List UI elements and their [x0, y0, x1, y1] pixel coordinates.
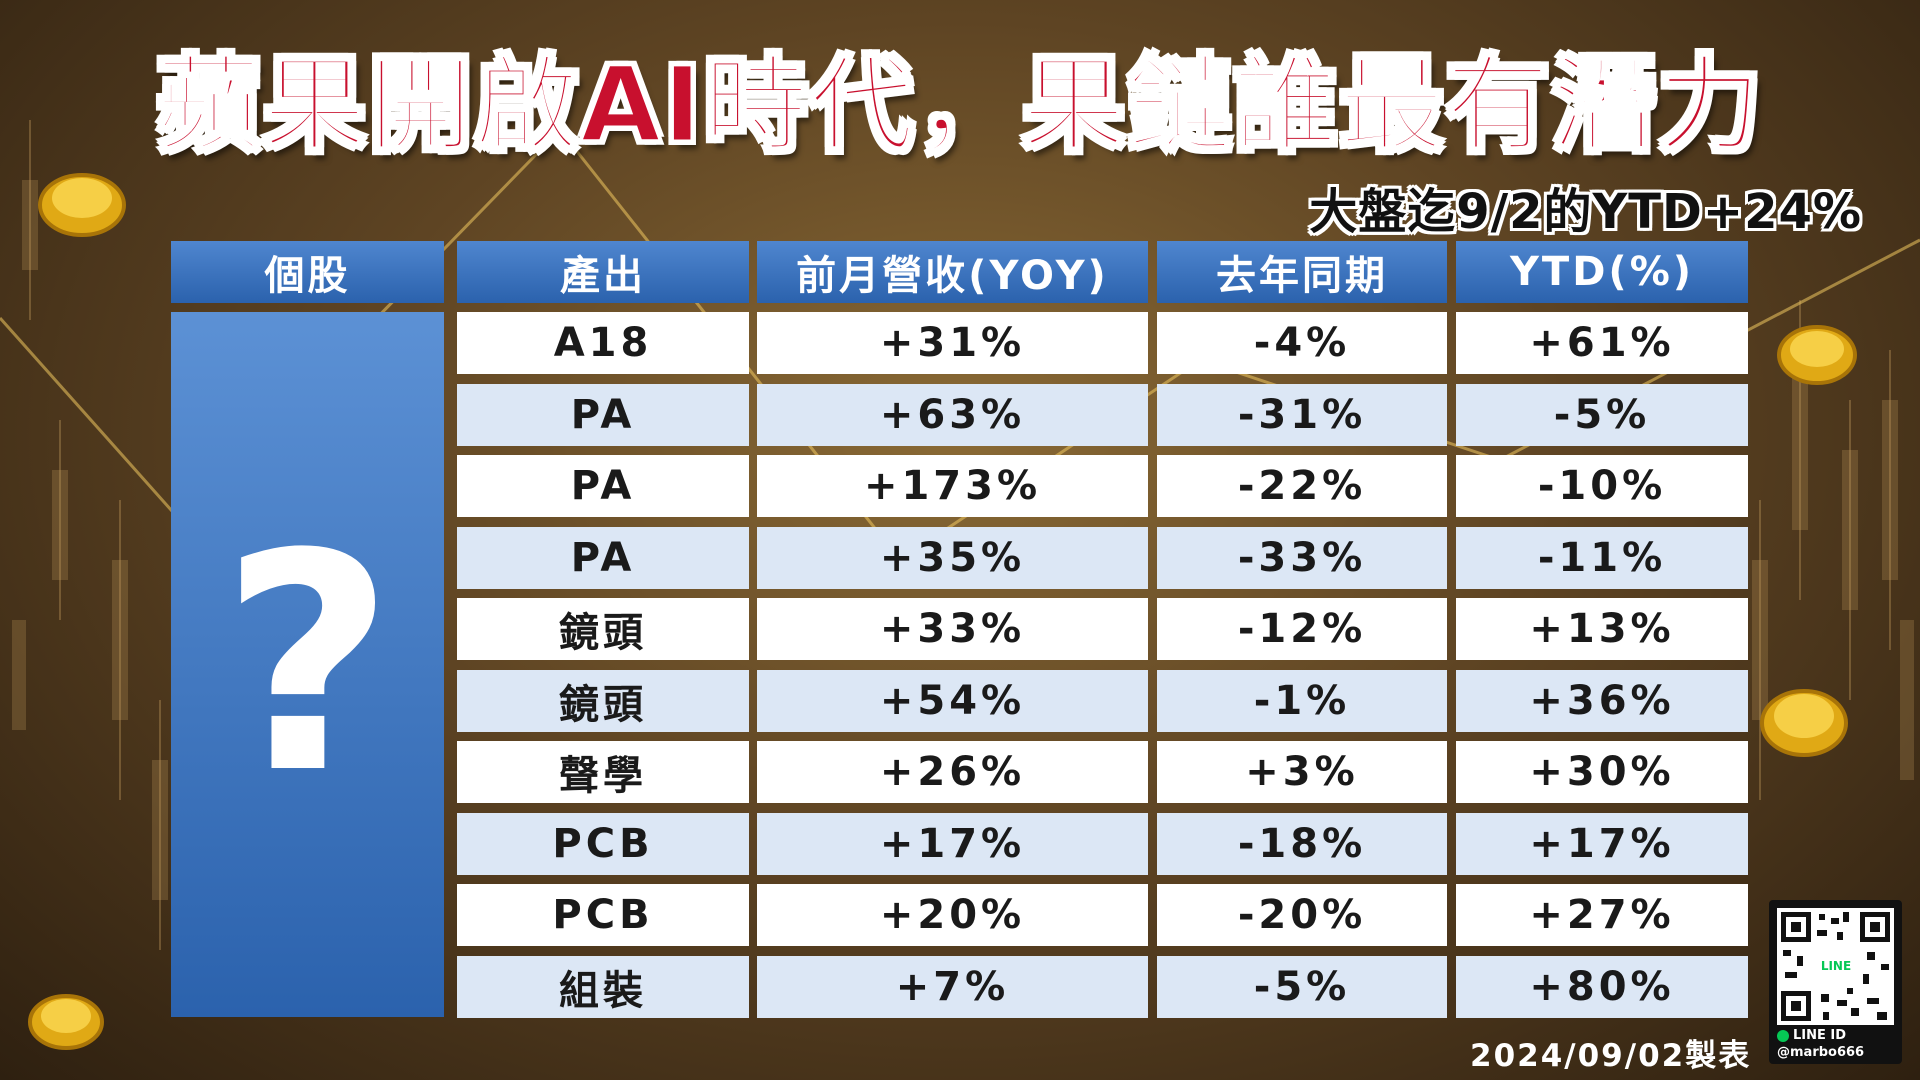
- cell-last-year: -5%: [1157, 956, 1447, 1018]
- cell-last-year: -12%: [1157, 598, 1447, 660]
- stock-column-hidden: ?: [171, 312, 444, 1017]
- cell-revenue-yoy: +54%: [757, 670, 1148, 732]
- line-id: @marbo666: [1777, 1045, 1865, 1060]
- cell-last-year: -4%: [1157, 312, 1447, 374]
- cell-last-year: -20%: [1157, 884, 1447, 946]
- cell-product: A18: [457, 312, 749, 374]
- cell-last-year: -1%: [1157, 670, 1447, 732]
- cell-last-year: -31%: [1157, 384, 1447, 446]
- header-last-year: 去年同期: [1157, 241, 1447, 303]
- header-ytd: YTD(%): [1456, 241, 1748, 303]
- cell-product: 鏡頭: [457, 670, 749, 732]
- cell-ytd: -5%: [1456, 384, 1748, 446]
- line-badge: LINE: [1819, 954, 1853, 978]
- gold-coin-icon: [38, 173, 126, 237]
- cell-product: 鏡頭: [457, 598, 749, 660]
- cell-product: PA: [457, 527, 749, 589]
- cell-revenue-yoy: +7%: [757, 956, 1148, 1018]
- qr-code-icon[interactable]: LINE: [1777, 908, 1894, 1025]
- cell-ytd: +13%: [1456, 598, 1748, 660]
- gold-coin-icon: [1777, 325, 1857, 385]
- header-revenue-yoy: 前月營收(YOY): [757, 241, 1148, 303]
- cell-last-year: -22%: [1157, 455, 1447, 517]
- page-subtitle: 大盤迄9/2的YTD+24%: [1309, 184, 1862, 240]
- cell-revenue-yoy: +26%: [757, 741, 1148, 803]
- cell-product: PCB: [457, 813, 749, 875]
- cell-ytd: +36%: [1456, 670, 1748, 732]
- cell-ytd: +80%: [1456, 956, 1748, 1018]
- line-id-label: LINE ID: [1793, 1028, 1847, 1043]
- question-mark: ?: [220, 489, 395, 839]
- cell-last-year: +3%: [1157, 741, 1447, 803]
- cell-ytd: +17%: [1456, 813, 1748, 875]
- cell-product: 聲學: [457, 741, 749, 803]
- cell-revenue-yoy: +31%: [757, 312, 1148, 374]
- header-product: 產出: [457, 241, 749, 303]
- cell-product: PCB: [457, 884, 749, 946]
- line-icon: [1777, 1029, 1789, 1042]
- cell-revenue-yoy: +173%: [757, 455, 1148, 517]
- cell-ytd: -11%: [1456, 527, 1748, 589]
- gold-coin-icon: [28, 994, 104, 1050]
- footer-date: 2024/09/02製表: [1470, 1038, 1752, 1074]
- cell-revenue-yoy: +33%: [757, 598, 1148, 660]
- cell-ytd: +30%: [1456, 741, 1748, 803]
- page-title: 蘋果開啟AI時代，果鏈誰最有潛力: [155, 43, 1764, 168]
- header-stock: 個股: [171, 241, 444, 303]
- cell-product: PA: [457, 455, 749, 517]
- cell-last-year: -33%: [1157, 527, 1447, 589]
- cell-revenue-yoy: +63%: [757, 384, 1148, 446]
- gold-coin-icon: [1760, 689, 1848, 757]
- cell-product: 組裝: [457, 956, 749, 1018]
- cell-ytd: +27%: [1456, 884, 1748, 946]
- qr-code-card[interactable]: LINE LINE ID @marbo666: [1769, 900, 1902, 1064]
- cell-revenue-yoy: +20%: [757, 884, 1148, 946]
- cell-product: PA: [457, 384, 749, 446]
- cell-ytd: +61%: [1456, 312, 1748, 374]
- cell-revenue-yoy: +35%: [757, 527, 1148, 589]
- cell-ytd: -10%: [1456, 455, 1748, 517]
- cell-last-year: -18%: [1157, 813, 1447, 875]
- cell-revenue-yoy: +17%: [757, 813, 1148, 875]
